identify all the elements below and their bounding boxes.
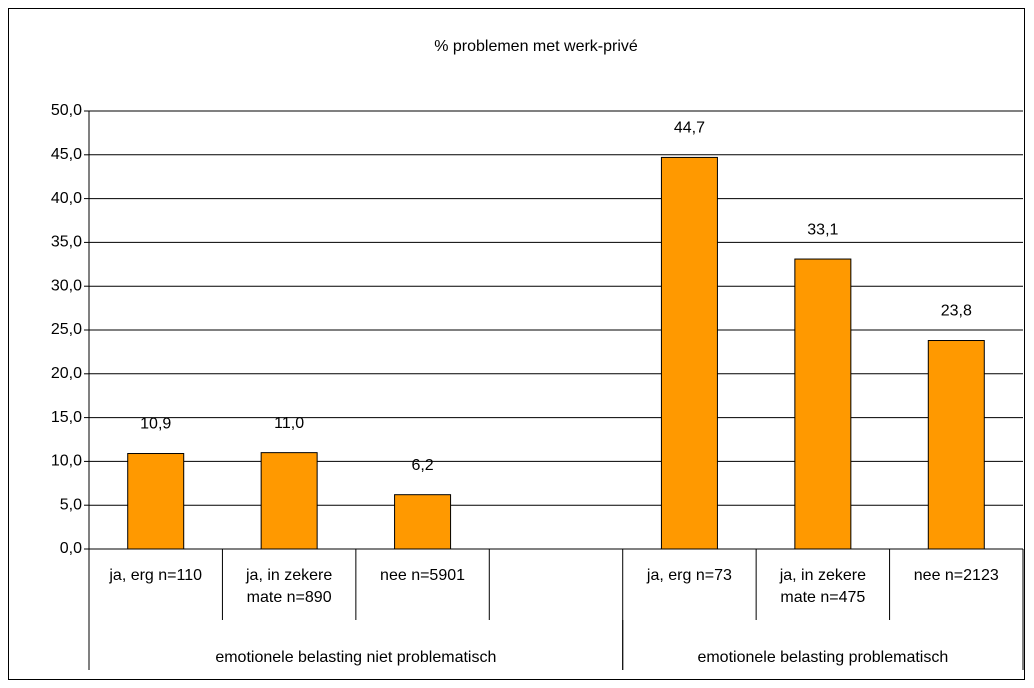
y-tick-label: 45,0	[51, 146, 82, 163]
x-tick-label-box: ja, erg n=73	[646, 567, 732, 584]
y-tick-label: 35,0	[51, 234, 82, 251]
y-tick-label: 30,0	[51, 277, 82, 294]
bar	[660, 156, 718, 550]
data-label: 33,1	[807, 221, 838, 238]
x-tick-label: ja, in zekere mate n=475	[779, 567, 866, 606]
bar	[260, 452, 318, 550]
x-tick-label-box: ja, in zekere mate n=475	[779, 567, 866, 606]
x-tick-label-box: nee n=5901	[380, 567, 466, 584]
y-tick-label: 50,0	[51, 102, 82, 119]
x-tick-label: ja, in zekere mate n=890	[245, 567, 333, 606]
x-tick-label-box: ja, erg n=110	[109, 567, 203, 584]
chart-border	[8, 8, 1025, 680]
x-tick-label-box: nee n=2123	[913, 567, 999, 584]
y-tick-label: 0,0	[60, 540, 82, 557]
group-label: emotionele belasting niet problematisch	[215, 649, 496, 666]
y-tick-label: 5,0	[60, 496, 82, 513]
bar	[127, 453, 185, 550]
bar	[394, 494, 452, 550]
y-tick-label: 20,0	[51, 365, 82, 382]
y-tick-label: 40,0	[51, 190, 82, 207]
x-tick-label: ja, erg n=73	[646, 567, 732, 584]
x-tick-label: ja, erg n=110	[109, 567, 203, 584]
y-tick-label: 25,0	[51, 321, 82, 338]
y-tick-label: 10,0	[51, 453, 82, 470]
bar	[794, 258, 852, 550]
y-tick-label: 15,0	[51, 409, 82, 426]
x-tick-label-box: ja, in zekere mate n=890	[245, 567, 333, 606]
data-label: 6,2	[411, 457, 433, 474]
data-label: 23,8	[941, 303, 972, 320]
data-label: 11,0	[274, 415, 304, 432]
x-tick-label: nee n=2123	[913, 567, 999, 584]
chart-title: % problemen met werk-privé	[434, 38, 638, 55]
data-label: 10,9	[140, 416, 171, 433]
group-label: emotionele belasting problematisch	[697, 649, 948, 666]
x-tick-label: nee n=5901	[380, 567, 466, 584]
bar	[927, 340, 985, 550]
data-label: 44,7	[674, 120, 705, 137]
